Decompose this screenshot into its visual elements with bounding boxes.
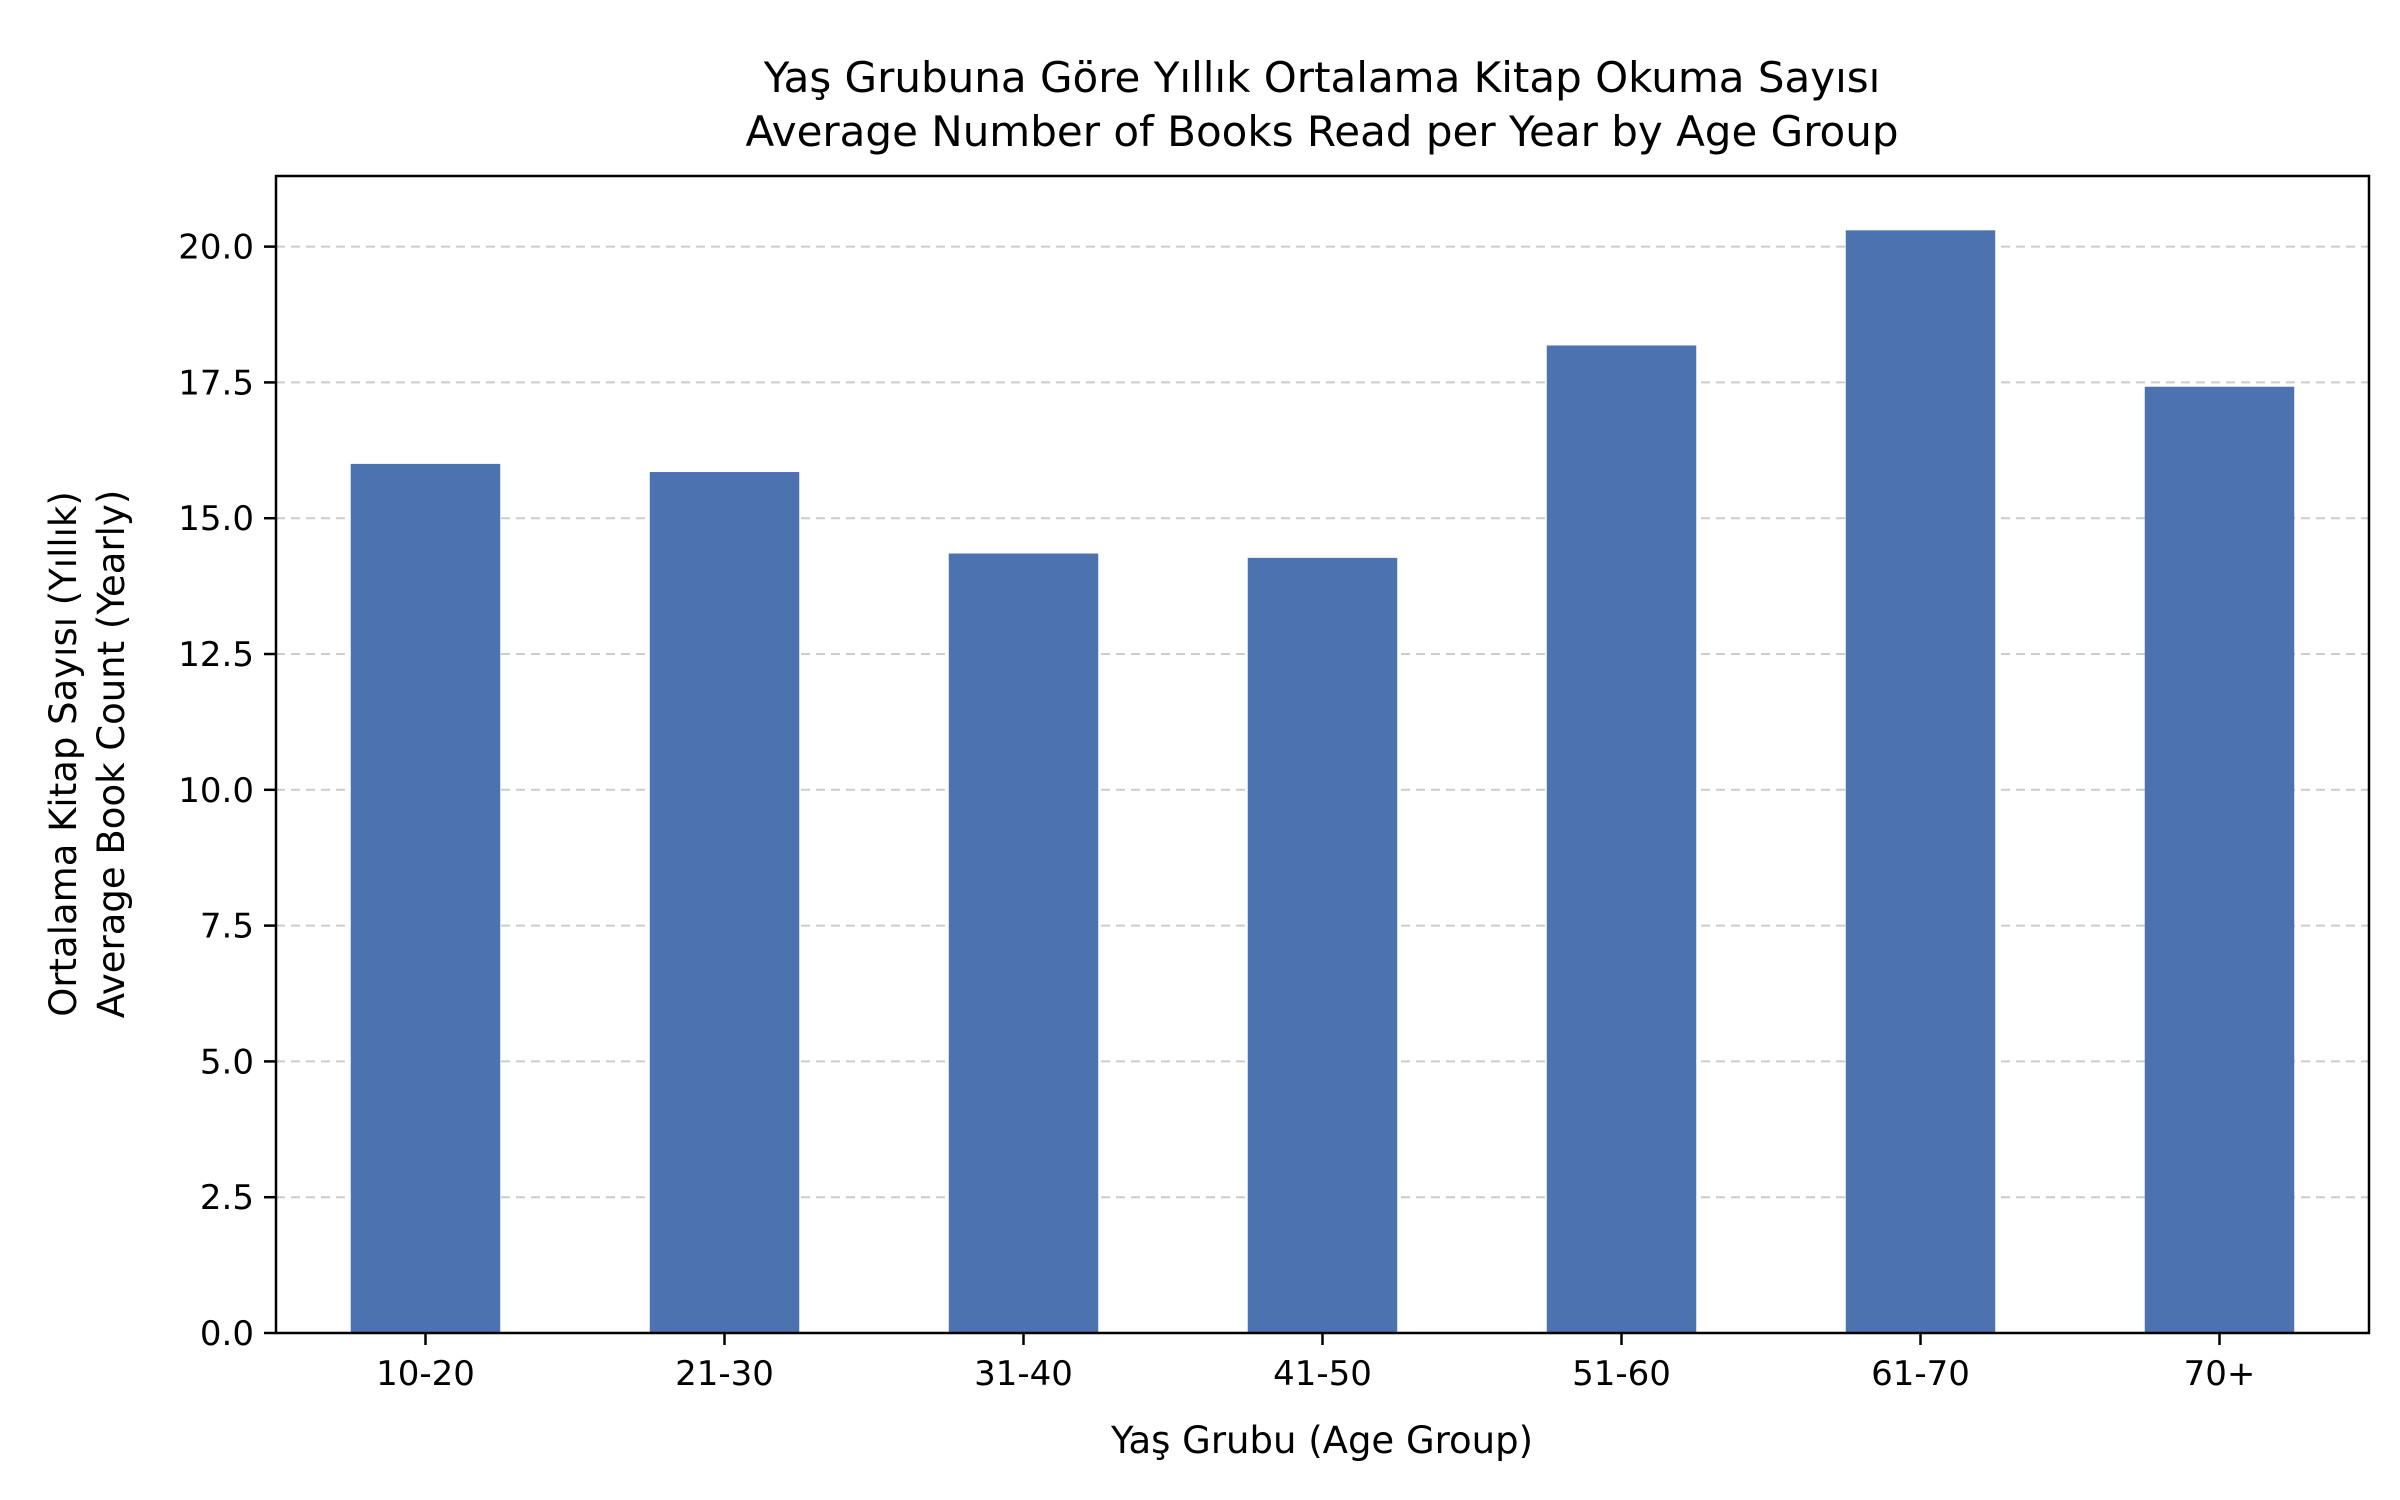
x-tick-label: 70+ — [2184, 1354, 2256, 1394]
bar-61-70 — [1845, 230, 1996, 1334]
bar-10-20 — [350, 463, 501, 1333]
bars — [350, 230, 2295, 1334]
y-axis-label-line2: Average Book Count (Yearly) — [90, 490, 133, 1019]
x-tick-label: 10-20 — [376, 1354, 475, 1394]
y-axis-label-line1: Ortalama Kitap Sayısı (Yıllık) — [42, 491, 85, 1017]
x-tick-label: 61-70 — [1871, 1354, 1970, 1394]
y-tick-label: 7.5 — [200, 907, 254, 947]
chart-title-line2: Average Number of Books Read per Year by… — [745, 107, 1898, 156]
chart-title-line1: Yaş Grubuna Göre Yıllık Ortalama Kitap O… — [763, 53, 1881, 102]
y-tick-label: 15.0 — [178, 499, 254, 539]
bar-41-50 — [1247, 557, 1398, 1333]
y-axis-ticks: 0.0 2.5 5.0 7.5 10.0 12.5 15.0 17.5 20.0 — [178, 228, 276, 1354]
x-tick-label: 51-60 — [1572, 1354, 1671, 1394]
bar-31-40 — [948, 553, 1099, 1333]
x-tick-label: 41-50 — [1273, 1354, 1372, 1394]
bar-21-30 — [649, 472, 800, 1333]
x-axis-label: Yaş Grubu (Age Group) — [1110, 1419, 1533, 1462]
y-tick-label: 12.5 — [178, 635, 254, 675]
grid-lines — [276, 245, 2369, 1199]
y-tick-label: 20.0 — [178, 228, 254, 268]
x-tick-label: 21-30 — [675, 1354, 774, 1394]
y-tick-label: 10.0 — [178, 771, 254, 811]
y-tick-label: 5.0 — [200, 1042, 254, 1082]
x-tick-label: 31-40 — [974, 1354, 1073, 1394]
bar-51-60 — [1546, 345, 1697, 1333]
x-axis-ticks: 10-20 21-30 31-40 41-50 51-60 61-70 70+ — [376, 1333, 2255, 1394]
y-tick-label: 2.5 — [200, 1178, 254, 1218]
y-tick-label: 17.5 — [178, 363, 254, 403]
y-tick-label: 0.0 — [200, 1314, 254, 1354]
bar-70+ — [2144, 386, 2295, 1334]
